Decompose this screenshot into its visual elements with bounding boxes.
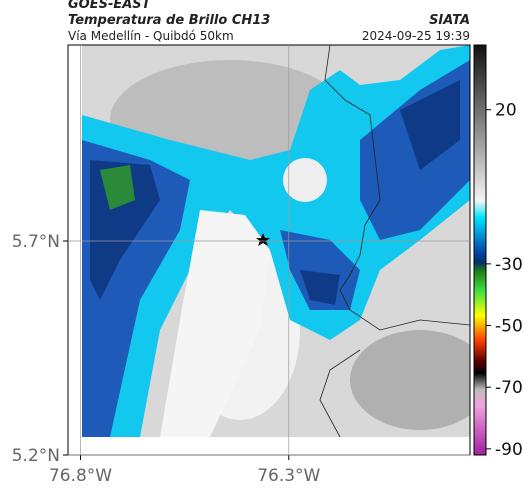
timestamp: 2024-09-25 19:39: [362, 29, 470, 43]
lon-tick-label: 76.8°W: [49, 466, 112, 486]
lat-tick-label: 5.7°N: [12, 232, 60, 252]
lat-tick-label: 5.2°N: [12, 446, 60, 466]
colorbar-tick-label: 20: [495, 101, 517, 121]
colorbar: [473, 44, 487, 456]
subtitle: Vía Medellín - Quibdó 50km: [68, 29, 234, 43]
colorbar-tick-label: -30: [495, 255, 523, 275]
lon-tick-label: 76.3°W: [257, 466, 320, 486]
title: Temperatura de Brillo CH13: [68, 13, 270, 28]
agency: SIATA: [429, 13, 470, 28]
colorbar-tick-label: -50: [495, 317, 523, 337]
satellite-image: [68, 44, 471, 455]
colorbar-tick-label: -90: [495, 440, 523, 460]
colorbar-tick-label: -70: [495, 378, 523, 398]
source: GOES-EAST: [68, 0, 152, 12]
